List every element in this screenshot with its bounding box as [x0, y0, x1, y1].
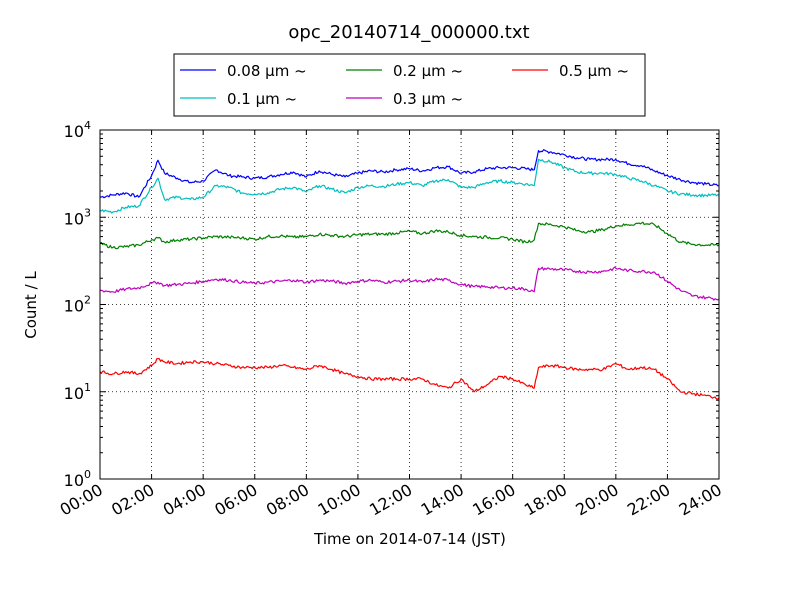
x-tick-label: 24:00 [676, 480, 725, 520]
x-tick-label: 22:00 [624, 480, 673, 520]
y-tick-label: 102 [64, 294, 91, 316]
x-tick-label: 10:00 [314, 480, 363, 520]
x-tick-label: 02:00 [108, 480, 157, 520]
chart-title: opc_20140714_000000.txt [288, 22, 529, 43]
x-tick-labels: 00:00 02:00 04:00 06:00 08:00 10:00 12:00 14:00… [57, 480, 725, 520]
series-line [99, 358, 720, 400]
series-line [99, 221, 720, 250]
legend-label: 0.5 μm ~ [559, 62, 629, 80]
x-tick-label: 20:00 [572, 480, 621, 520]
x-tick-label: 16:00 [469, 480, 518, 520]
y-tick-label: 101 [64, 381, 91, 403]
y-tick-labels: 100 101 102 103 104 [64, 119, 91, 490]
series-layer [99, 149, 720, 400]
x-tick-label: 14:00 [418, 480, 467, 520]
legend-label: 0.1 μm ~ [227, 90, 297, 108]
series-line [99, 149, 720, 199]
x-tick-label: 12:00 [366, 480, 415, 520]
series-line [99, 266, 720, 301]
legend-label: 0.2 μm ~ [393, 62, 463, 80]
series-line [99, 158, 720, 214]
legend: 0.08 μm ~ 0.1 μm ~ 0.2 μm ~ 0.3 μm ~ 0.5 μm … [173, 53, 646, 117]
y-axis-label: Count / L [22, 271, 40, 339]
x-tick-label: 04:00 [160, 480, 209, 520]
ticks [99, 129, 720, 480]
legend-label: 0.3 μm ~ [393, 90, 463, 108]
x-tick-label: 06:00 [211, 480, 260, 520]
x-tick-label: 18:00 [521, 480, 570, 520]
x-axis-label: Time on 2014-07-14 (JST) [313, 530, 506, 548]
y-tick-label: 104 [64, 119, 91, 141]
x-tick-label: 08:00 [263, 480, 312, 520]
y-tick-label: 100 [64, 468, 91, 490]
legend-label: 0.08 μm ~ [227, 62, 307, 80]
legend-box [173, 53, 646, 117]
y-tick-label: 103 [64, 206, 91, 228]
